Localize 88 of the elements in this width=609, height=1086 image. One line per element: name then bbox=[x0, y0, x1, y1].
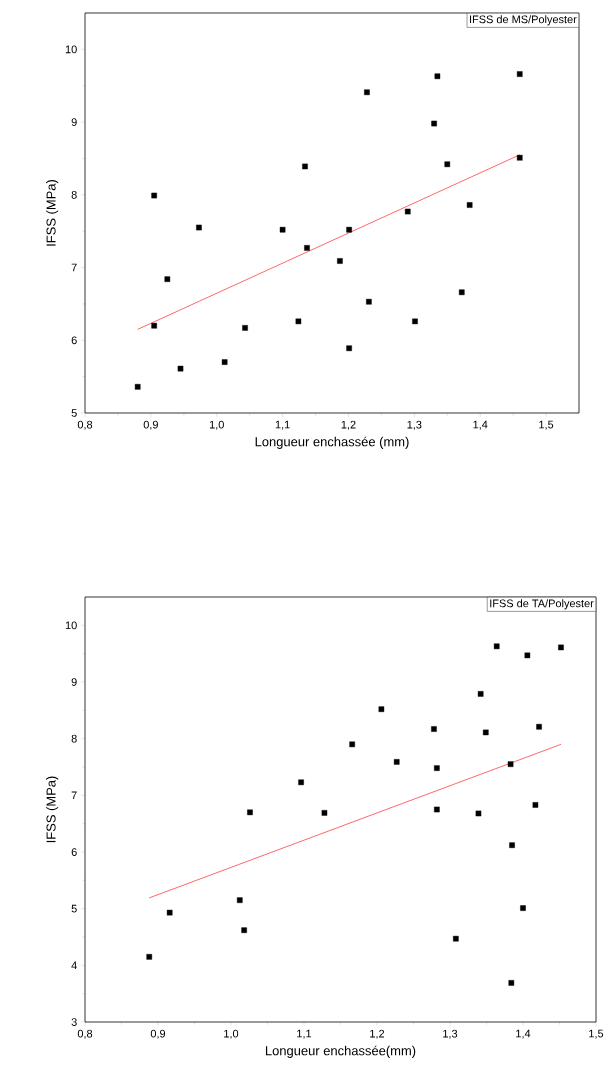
point bbox=[507, 761, 514, 767]
annotation: IFSS de TA/Polyester bbox=[490, 599, 594, 610]
point bbox=[346, 345, 352, 352]
point bbox=[508, 980, 515, 986]
point bbox=[295, 318, 302, 325]
point bbox=[302, 163, 308, 170]
x-tick-label: 1,3 bbox=[443, 1029, 458, 1039]
x-tick-label: 1,4 bbox=[473, 420, 488, 430]
y-axis-title: IFSS (MPa) bbox=[46, 179, 59, 246]
point bbox=[404, 208, 411, 215]
y-tick-label: 5 bbox=[71, 409, 77, 417]
point bbox=[475, 810, 482, 817]
point bbox=[453, 935, 459, 942]
y-tick-label: 7 bbox=[71, 791, 77, 800]
x-tick-label: 1,5 bbox=[589, 1029, 604, 1039]
y-tick-label: 6 bbox=[71, 848, 77, 856]
point bbox=[337, 258, 343, 264]
y-tick-label: 5 bbox=[71, 904, 77, 913]
y-tick-label: 10 bbox=[65, 621, 77, 630]
point bbox=[532, 802, 539, 808]
point bbox=[520, 905, 526, 911]
point bbox=[164, 276, 171, 282]
point bbox=[196, 224, 202, 231]
point bbox=[378, 706, 385, 712]
point bbox=[221, 359, 228, 365]
annotation: IFSS de MS/Polyester bbox=[470, 15, 577, 26]
x-tick-label: 0,8 bbox=[77, 420, 93, 430]
point bbox=[536, 723, 542, 730]
x-tick-label: 1,1 bbox=[275, 420, 290, 430]
point bbox=[364, 89, 370, 96]
x-tick-label: 1,0 bbox=[224, 1029, 239, 1039]
point bbox=[298, 779, 304, 786]
point bbox=[151, 322, 157, 329]
x-tick-label: 1,1 bbox=[297, 1029, 312, 1039]
point bbox=[434, 73, 441, 80]
point bbox=[242, 325, 248, 331]
point bbox=[241, 927, 247, 933]
point bbox=[166, 909, 173, 916]
point bbox=[558, 644, 564, 651]
point bbox=[304, 245, 310, 251]
y-tick-label: 7 bbox=[71, 263, 77, 272]
point bbox=[516, 154, 523, 161]
point bbox=[434, 765, 440, 771]
point bbox=[516, 71, 523, 77]
point bbox=[279, 226, 286, 233]
point bbox=[482, 729, 489, 736]
point bbox=[346, 226, 352, 233]
point bbox=[509, 842, 515, 848]
x-tick-label: 1,3 bbox=[407, 420, 422, 430]
point bbox=[321, 810, 328, 816]
x-tick-label: 1,2 bbox=[370, 1029, 385, 1039]
point bbox=[146, 954, 153, 960]
x-axis-title: Longueur enchassée (mm) bbox=[255, 436, 409, 449]
point bbox=[444, 161, 451, 168]
y-tick-label: 9 bbox=[71, 118, 77, 126]
point bbox=[466, 202, 473, 208]
y-tick-label: 6 bbox=[71, 336, 77, 345]
point bbox=[431, 120, 437, 127]
y-tick-label: 9 bbox=[71, 678, 77, 686]
point bbox=[247, 809, 253, 816]
x-tick-label: 0,9 bbox=[150, 1029, 166, 1039]
point bbox=[151, 192, 157, 199]
point bbox=[134, 384, 141, 390]
y-axis-title: IFSS (MPa) bbox=[46, 776, 59, 843]
point bbox=[177, 365, 184, 372]
x-tick-label: 1,0 bbox=[209, 420, 224, 430]
x-tick-label: 0,9 bbox=[143, 420, 158, 430]
point bbox=[349, 741, 355, 748]
x-axis-title: Longueur enchassée(mm) bbox=[265, 1045, 416, 1058]
point bbox=[458, 289, 465, 296]
y-tick-label: 3 bbox=[71, 1018, 77, 1026]
x-tick-label: 1,2 bbox=[341, 420, 356, 430]
y-tick-label: 8 bbox=[71, 190, 77, 199]
point bbox=[393, 759, 400, 765]
y-tick-label: 8 bbox=[71, 734, 77, 743]
point bbox=[236, 897, 243, 903]
y-tick-label: 4 bbox=[71, 961, 77, 970]
point bbox=[477, 691, 484, 697]
point bbox=[412, 318, 418, 325]
x-tick-label: 0,8 bbox=[77, 1029, 93, 1039]
point bbox=[366, 298, 372, 305]
x-tick-label: 1,5 bbox=[539, 420, 554, 430]
point bbox=[493, 643, 500, 650]
point bbox=[524, 652, 531, 659]
point bbox=[431, 726, 437, 732]
point bbox=[434, 806, 440, 813]
y-tick-label: 10 bbox=[65, 45, 77, 54]
x-tick-label: 1,4 bbox=[516, 1029, 531, 1039]
